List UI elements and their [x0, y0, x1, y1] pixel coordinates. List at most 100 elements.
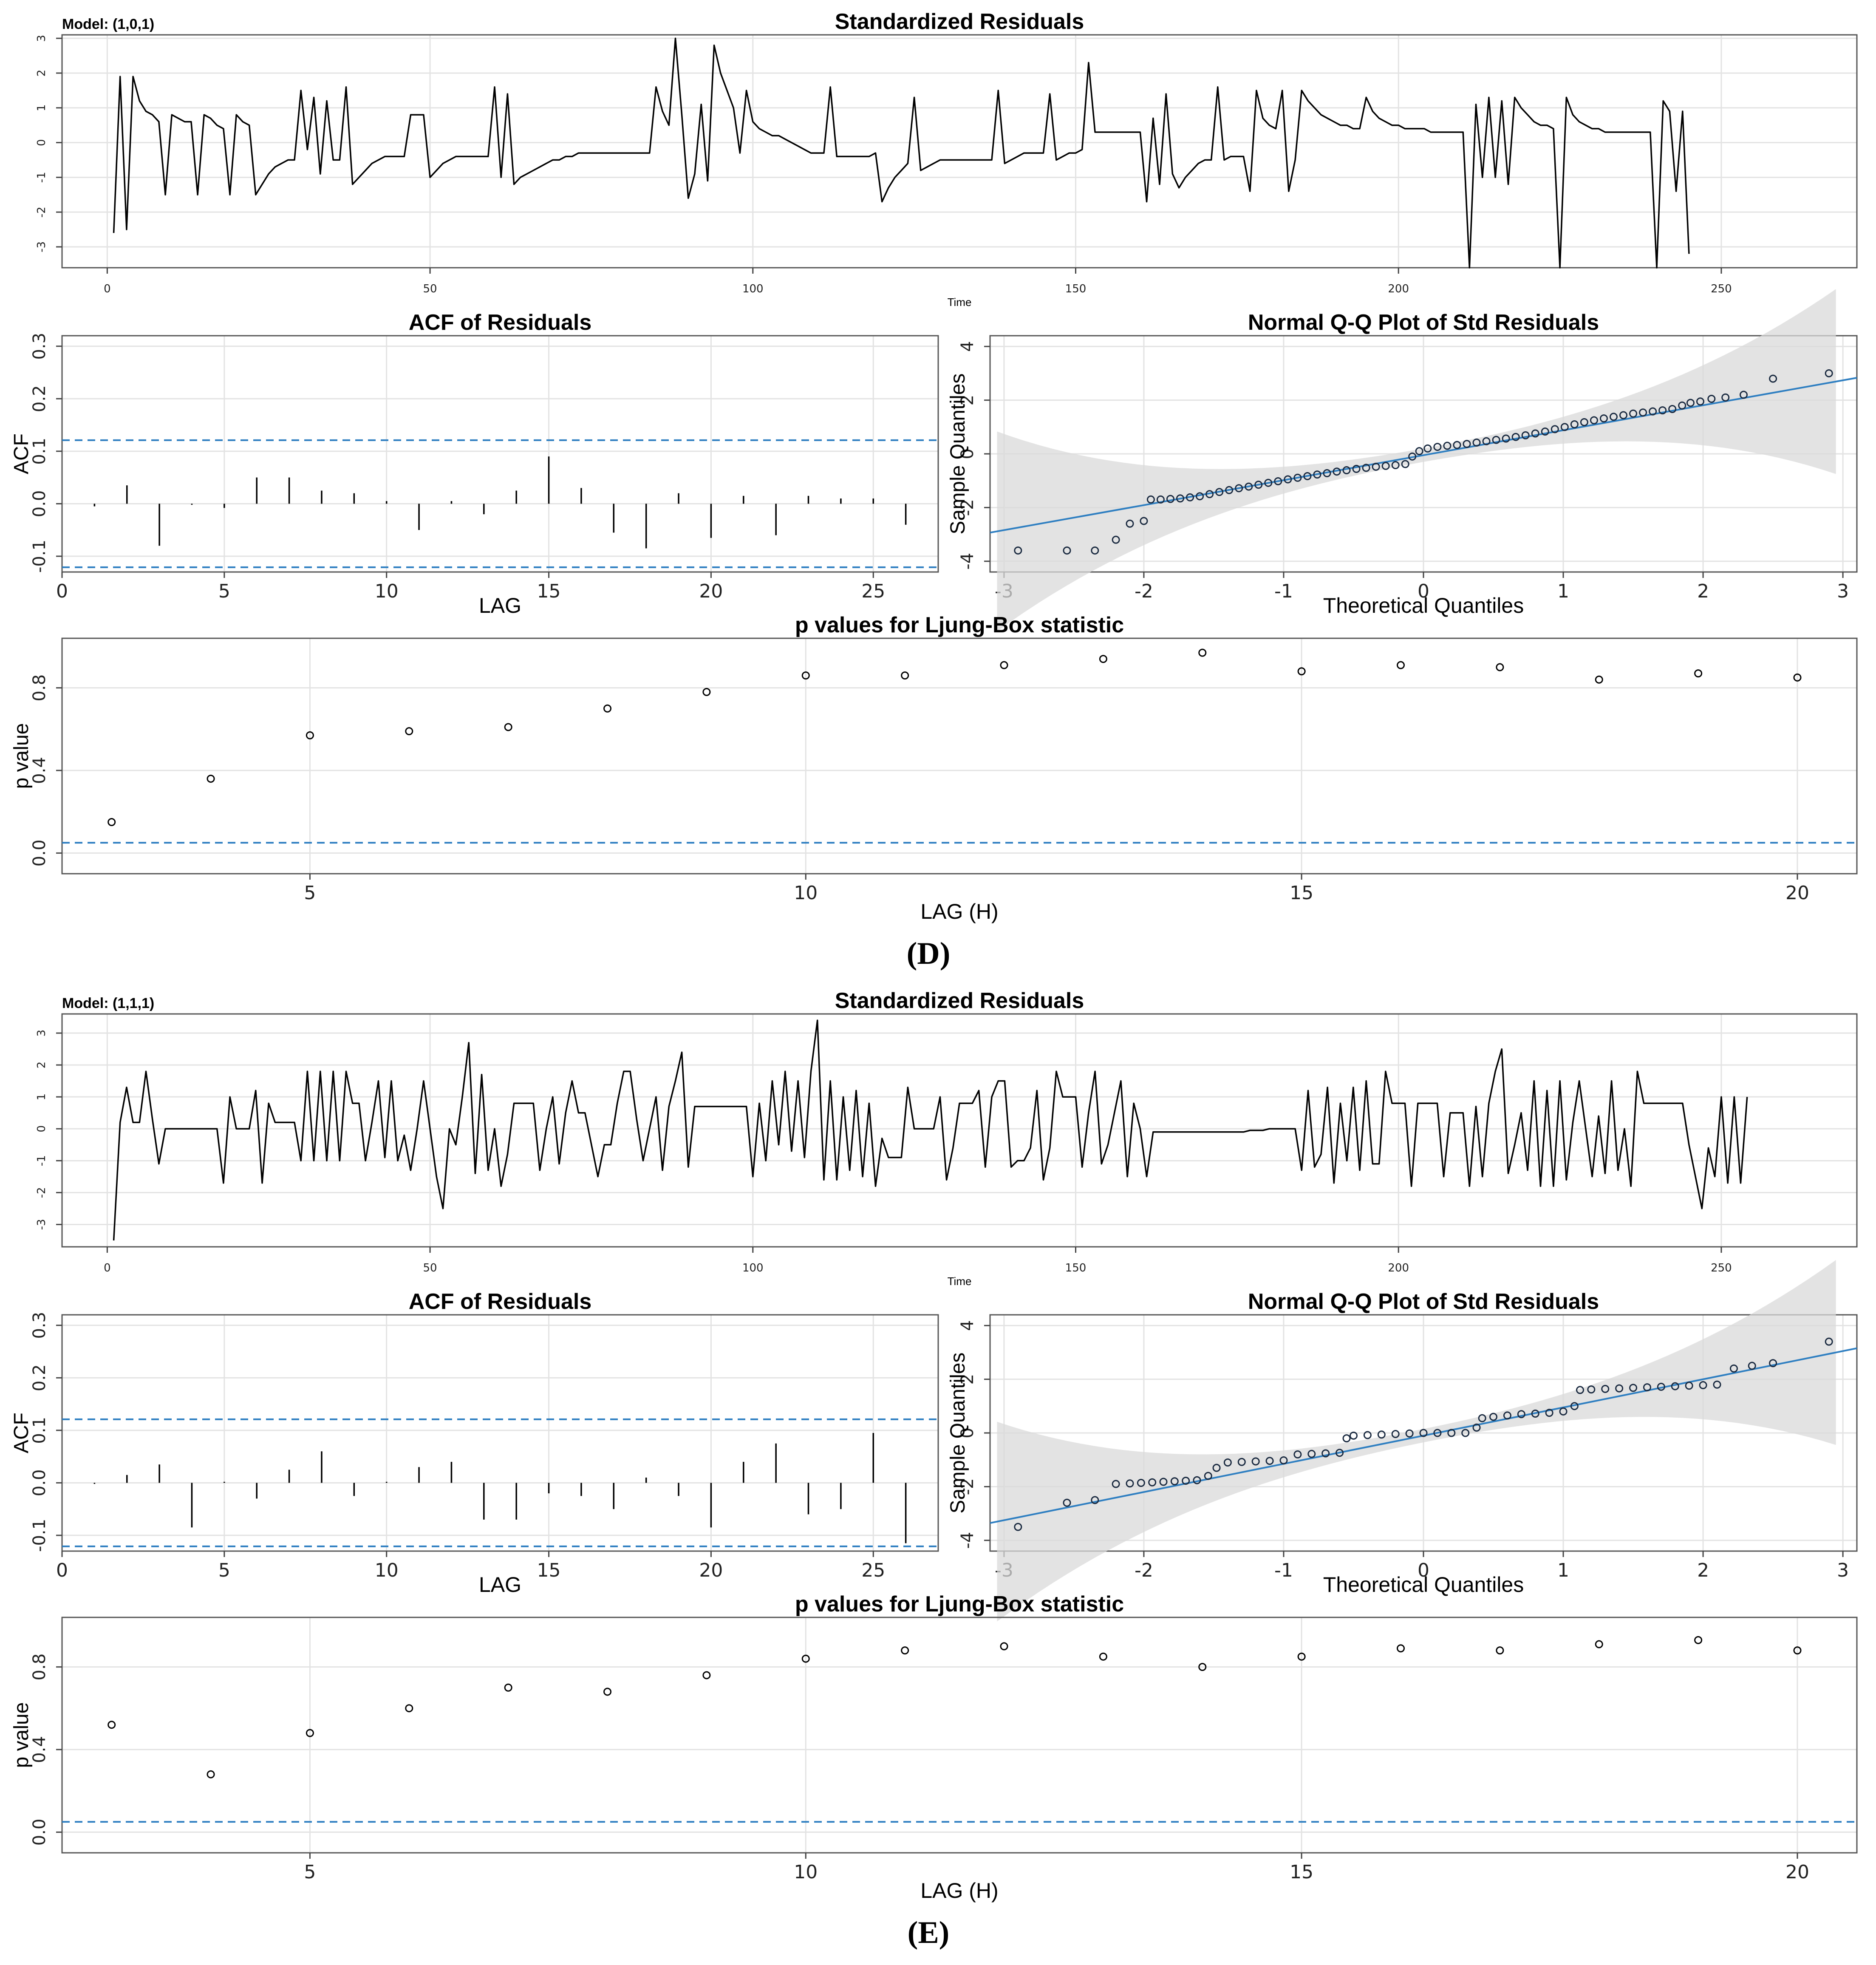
qq-point	[1333, 467, 1341, 476]
qq-point	[1433, 1429, 1442, 1437]
y-tick-label: 0.3	[30, 1312, 49, 1339]
qq-point	[1461, 1429, 1470, 1437]
y-tick-label: -2	[35, 1187, 48, 1198]
qq-point	[1590, 416, 1598, 425]
y-tick-label: 2	[958, 1374, 977, 1385]
qq-point	[1599, 414, 1608, 423]
x-tick-label: 250	[1711, 1262, 1732, 1274]
chart-title: ACF of Residuals	[409, 310, 592, 335]
qq-point	[1112, 535, 1120, 544]
y-tick-label: 0.0	[30, 1819, 49, 1846]
qq-point	[1721, 393, 1730, 402]
model-label: Model: (1,0,1)	[62, 16, 154, 32]
qq-point	[1349, 1431, 1358, 1440]
qq-point	[1502, 434, 1510, 443]
y-tick-label: 0	[35, 1125, 48, 1133]
qq-point	[1609, 413, 1618, 421]
x-tick-label: 100	[742, 283, 764, 295]
p-value-point	[207, 774, 215, 783]
model-label: Model: (1,1,1)	[62, 995, 154, 1011]
y-tick-label: 1	[35, 104, 48, 111]
qq-point	[1170, 1477, 1179, 1486]
x-tick-label: -1	[1274, 1560, 1293, 1581]
qq-point	[1511, 433, 1520, 441]
qq-point	[1205, 490, 1214, 498]
p-value-point	[1793, 1646, 1802, 1655]
x-tick-label: -1	[1274, 580, 1293, 602]
qq-point	[1825, 1337, 1833, 1346]
p-value-point	[702, 1671, 711, 1679]
y-axis-label: ACF	[10, 433, 33, 474]
qq-point	[1686, 399, 1695, 407]
p-value-point	[1000, 661, 1008, 669]
x-tick-label: -2	[1135, 580, 1153, 602]
qq-point	[1212, 1464, 1221, 1472]
qq-point	[1126, 1479, 1134, 1488]
x-tick-label: 5	[218, 580, 230, 602]
qq-point	[1521, 431, 1530, 439]
y-tick-label: -4	[958, 1532, 977, 1549]
plot-frame	[61, 335, 939, 573]
x-axis-label: LAG	[479, 1573, 521, 1597]
y-tick-label: 0.3	[30, 333, 49, 360]
x-tick-label: 0	[1418, 1560, 1429, 1581]
p-value-point	[1396, 661, 1405, 669]
qq-reference-line	[990, 1347, 1857, 1524]
x-tick-label: 2	[1697, 580, 1709, 602]
x-axis-label: Theoretical Quantiles	[1323, 594, 1524, 617]
y-axis-label: p value	[10, 1702, 33, 1768]
x-tick-label: 0	[104, 283, 111, 295]
qq-point	[1377, 1430, 1386, 1439]
p-value-point	[1496, 1646, 1504, 1655]
y-tick-label: 2	[958, 395, 977, 405]
qq-point	[1423, 444, 1432, 453]
y-axis-label: p value	[10, 723, 33, 789]
p-value-point	[1396, 1644, 1405, 1653]
x-tick-label: 0	[56, 580, 68, 602]
qq-point	[1433, 443, 1442, 451]
y-tick-label: 3	[35, 35, 48, 42]
p-value-point	[504, 1683, 512, 1692]
residuals-line-chart: 0 50 100 150 200 250 3 2 1 0 -1 -2 -3 Standardized Re…	[35, 9, 1858, 309]
qq-point	[1245, 482, 1253, 491]
chart-title: Normal Q-Q Plot of Std Residuals	[1248, 310, 1599, 335]
y-tick-label: 0	[35, 139, 48, 146]
p-value-point	[1000, 1642, 1008, 1651]
qq-point	[1415, 447, 1423, 456]
x-tick-label: 20	[1785, 1861, 1809, 1883]
y-tick-label: -0.1	[30, 540, 49, 573]
qq-point	[1254, 481, 1263, 489]
qq-point	[1352, 464, 1361, 473]
qq-point	[1225, 486, 1234, 494]
plot-frame	[61, 1617, 1858, 1854]
x-tick-label: 15	[537, 580, 561, 602]
panel-caption: (D)	[907, 936, 951, 971]
x-tick-label: 5	[304, 882, 316, 904]
y-tick-label: 0	[958, 1427, 977, 1438]
p-value-point	[702, 688, 711, 696]
qq-point	[1482, 437, 1491, 445]
qq-point	[1560, 423, 1569, 431]
x-tick-label: 20	[699, 1560, 723, 1581]
x-tick-label: 250	[1711, 283, 1732, 295]
x-tick-label: 3	[1837, 580, 1849, 602]
qq-point	[1419, 1429, 1428, 1437]
qq-point	[1321, 1449, 1330, 1458]
qq-point	[1091, 546, 1099, 555]
x-tick-label: 50	[423, 283, 437, 295]
qq-point	[1372, 462, 1380, 471]
qq-point	[1769, 1359, 1777, 1368]
qq-point	[1531, 1410, 1539, 1418]
p-value-point	[1793, 673, 1802, 682]
p-value-point	[405, 727, 413, 736]
x-tick-label: 10	[794, 1861, 818, 1883]
y-tick-label: -0.1	[30, 1519, 49, 1552]
qq-point	[1678, 401, 1686, 410]
x-tick-label: -2	[1135, 1560, 1153, 1581]
qq-point	[1303, 472, 1312, 480]
qq-point	[1696, 397, 1704, 406]
qq-point	[1658, 406, 1667, 415]
x-tick-label: 0	[56, 1560, 68, 1581]
y-tick-label: -3	[35, 1219, 48, 1230]
